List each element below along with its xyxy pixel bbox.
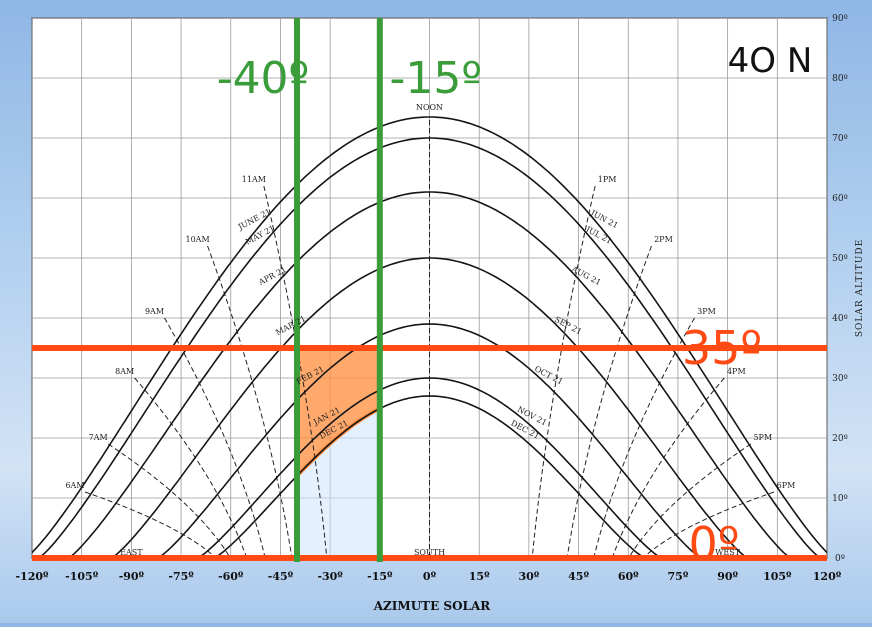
x-tick-label: -45º	[268, 570, 294, 583]
hour-line	[164, 317, 266, 558]
y-tick-label: 70º	[832, 134, 848, 144]
x-tick-label: 60º	[618, 570, 639, 583]
x-tick-label: -75º	[168, 570, 194, 583]
x-tick-label: -90º	[119, 570, 145, 583]
y-tick-label: 10º	[832, 494, 848, 504]
x-tick-label: -105º	[65, 570, 99, 583]
sun-path-curve	[111, 257, 748, 558]
x-tick-label: 30º	[518, 570, 539, 583]
hour-label: 7AM	[89, 433, 108, 442]
altitude-label: 35º	[682, 321, 762, 375]
hour-line	[593, 317, 695, 558]
sun-path-curve	[67, 191, 792, 558]
hour-label: 9AM	[145, 307, 164, 316]
y-tick-label: 20º	[832, 434, 848, 444]
below-winter-zone	[297, 408, 380, 558]
x-tick-label: -30º	[317, 570, 343, 583]
sun-path-curves	[32, 116, 827, 558]
x-tick-label: -15º	[367, 570, 393, 583]
horizon-label: 0º	[689, 517, 740, 571]
sun-path-curve	[38, 137, 821, 558]
latitude-label: 4O N	[728, 41, 813, 81]
hour-line	[134, 377, 248, 558]
sun-path-curve	[32, 116, 827, 554]
y-tick-label: 80º	[832, 74, 848, 84]
hour-label: 6AM	[65, 481, 84, 490]
hour-label: 8AM	[115, 367, 134, 376]
y-axis-ticks: 0º 10º 20º 30º 40º 50º 60º 70º 80º 90º	[832, 14, 848, 564]
hour-label: 11AM	[242, 175, 266, 184]
annotation-lines: -40º -15º 35º 0º	[32, 18, 827, 571]
hour-lines	[84, 120, 775, 558]
hour-line	[531, 185, 596, 558]
y-tick-label: 90º	[832, 14, 848, 24]
hour-label: 10AM	[185, 235, 209, 244]
sun-path-curve	[197, 377, 662, 558]
hour-line	[628, 443, 752, 558]
y-tick-label: 0º	[835, 554, 845, 564]
direction-label: EAST	[120, 548, 143, 557]
hour-label: 6PM	[777, 481, 796, 490]
azimuth-label-right: -15º	[390, 53, 483, 104]
hour-label: 4PM	[727, 367, 746, 376]
y-tick-label: 50º	[832, 254, 848, 264]
y-tick-label: 30º	[832, 374, 848, 384]
hour-line	[107, 443, 231, 558]
x-tick-label: 90º	[717, 570, 738, 583]
x-tick-label: 75º	[668, 570, 689, 583]
x-tick-label: 15º	[469, 570, 490, 583]
sun-path-curve	[213, 395, 646, 558]
sun-path-curve	[157, 323, 702, 558]
x-tick-label: 0º	[423, 570, 437, 583]
x-axis-ticks: -120º -105º -90º -75º -60º -45º -30º -15º 0º 15º 3…	[15, 570, 841, 583]
x-tick-label: 45º	[568, 570, 589, 583]
x-tick-label: 105º	[763, 570, 792, 583]
direction-label: SOUTH	[414, 548, 445, 557]
x-tick-label: -60º	[218, 570, 244, 583]
hour-label: 3PM	[697, 307, 716, 316]
x-tick-label: 120º	[813, 570, 842, 583]
x-tick-label: -120º	[15, 570, 49, 583]
y-tick-label: 60º	[832, 194, 848, 204]
hour-label: 5PM	[753, 433, 772, 442]
y-axis-title: SOLAR ALTITUDE	[855, 239, 865, 337]
x-axis-title: AZIMUTE SOLAR	[373, 599, 492, 613]
hour-label: NOON	[416, 103, 443, 112]
hour-label: 1PM	[598, 175, 617, 184]
hour-line	[566, 245, 652, 558]
azimuth-label-left: -40º	[217, 53, 310, 104]
hour-line	[207, 245, 293, 558]
direction-label: WEST	[715, 548, 741, 557]
hour-line	[611, 377, 725, 558]
hour-line	[263, 185, 328, 558]
y-tick-label: 40º	[832, 314, 848, 324]
hour-label: 2PM	[654, 235, 673, 244]
